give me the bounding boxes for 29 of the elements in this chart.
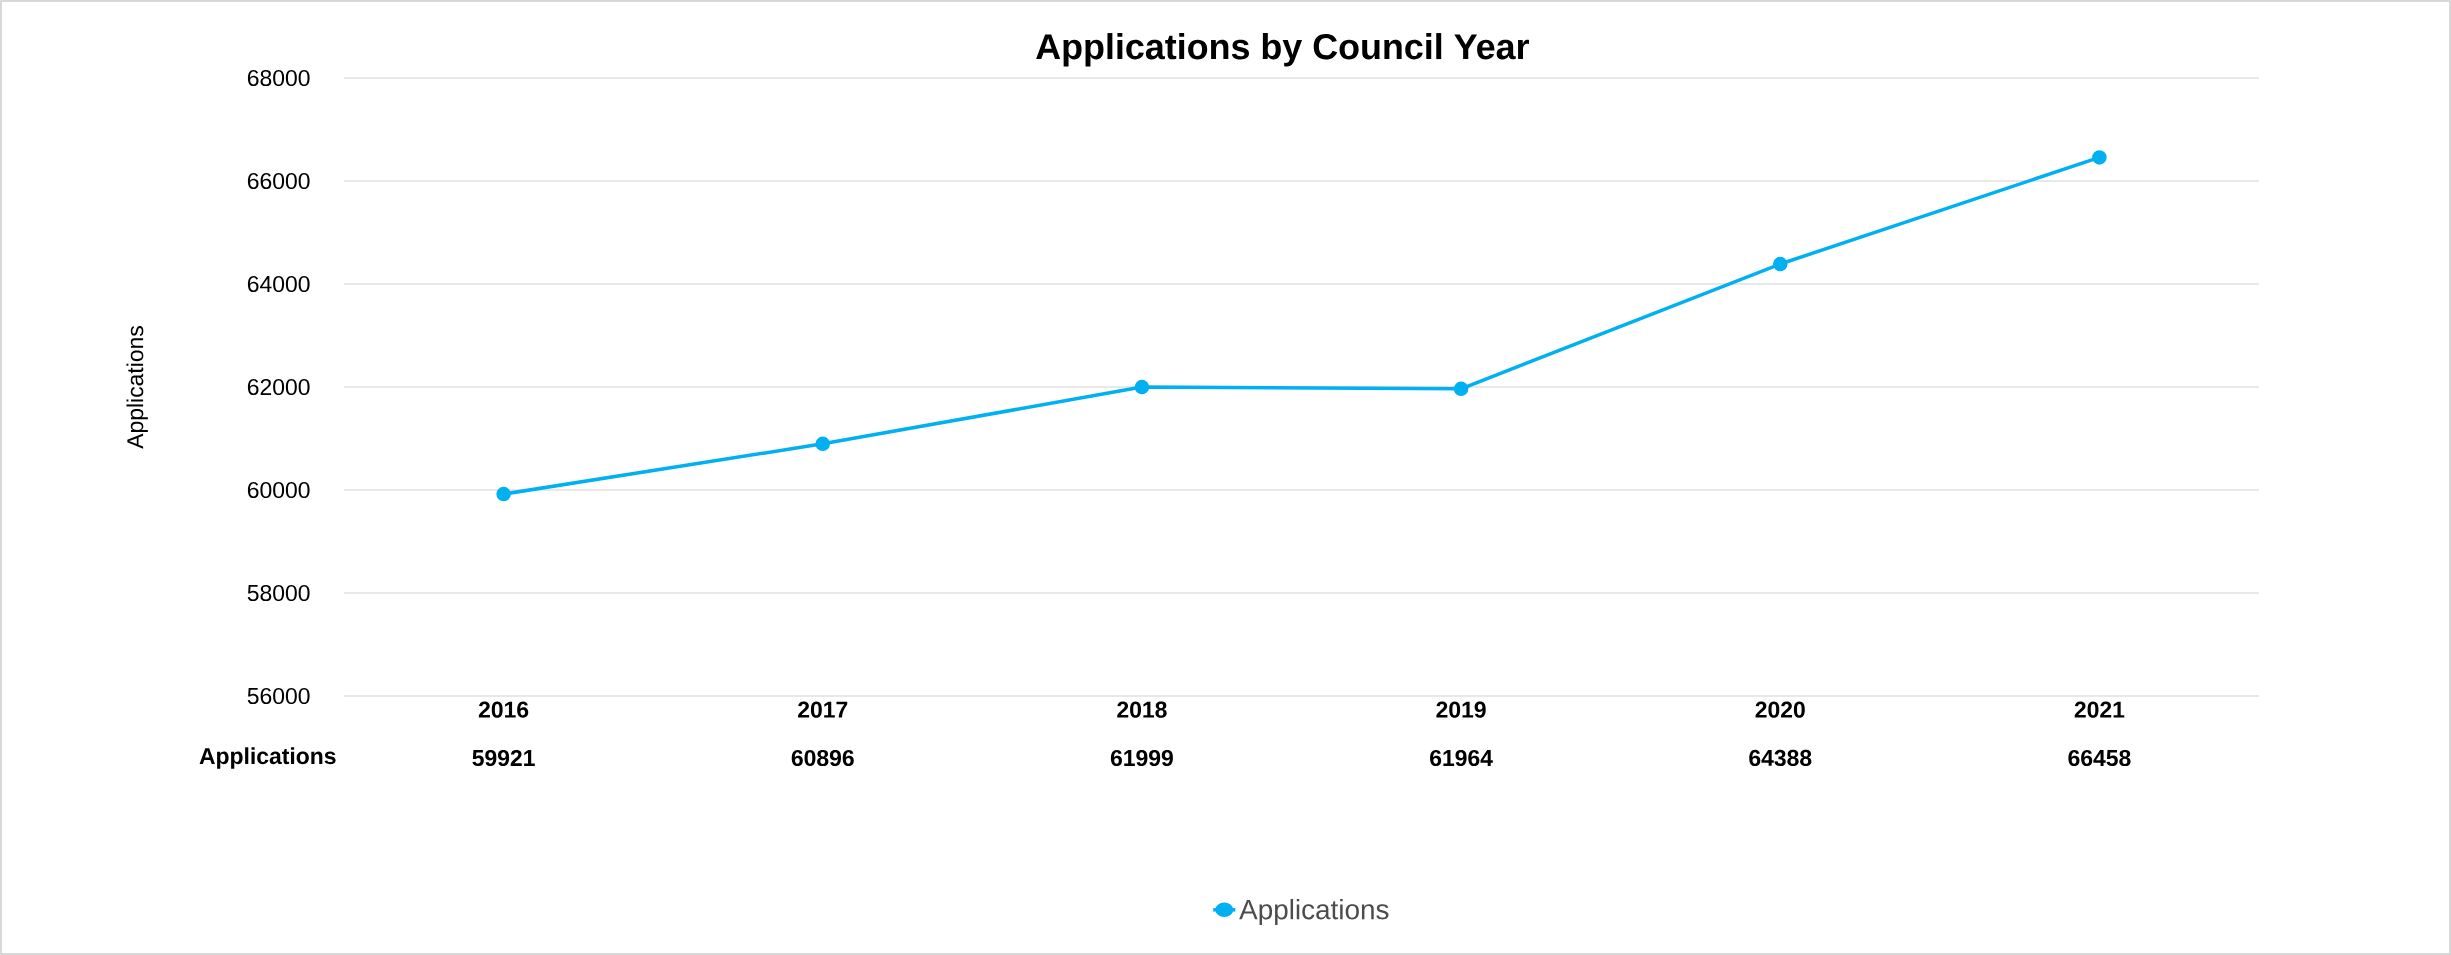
data-label: 61999 [1110, 749, 1173, 767]
data-label: 60896 [791, 749, 854, 767]
y-tick-label: 66000 [247, 172, 310, 190]
data-label: 61964 [1430, 749, 1493, 767]
point [815, 436, 830, 452]
point [2092, 150, 2107, 165]
legend-label: Applications [1239, 898, 1389, 925]
y-tick-label: 58000 [247, 584, 310, 602]
point [1134, 379, 1150, 395]
y-tick-label: 64000 [247, 275, 310, 293]
x-tick-label: 2020 [1755, 701, 1805, 718]
y-tick-label: 56000 [247, 687, 310, 705]
y-axis-title: Applications [126, 326, 148, 449]
data-label: 59921 [472, 749, 535, 767]
chart-title: Applications by Council Year [1036, 33, 1529, 67]
data-label: 64388 [1749, 749, 1812, 767]
y-tick-label: 62000 [247, 378, 310, 396]
point [496, 486, 511, 502]
data-label: 66458 [2068, 749, 2131, 767]
x-tick-label: 2019 [1436, 701, 1486, 718]
y-tick-label: 60000 [247, 481, 310, 499]
x-tick-label: 2017 [798, 701, 848, 718]
text: Applications [199, 747, 336, 769]
x-tick-label: 2021 [2074, 701, 2125, 718]
point [1773, 256, 1788, 272]
x-tick-label: 2016 [478, 701, 529, 718]
x-tick-label: 2018 [1117, 701, 1167, 718]
point [1453, 381, 1469, 397]
y-tick-label: 68000 [247, 69, 310, 87]
